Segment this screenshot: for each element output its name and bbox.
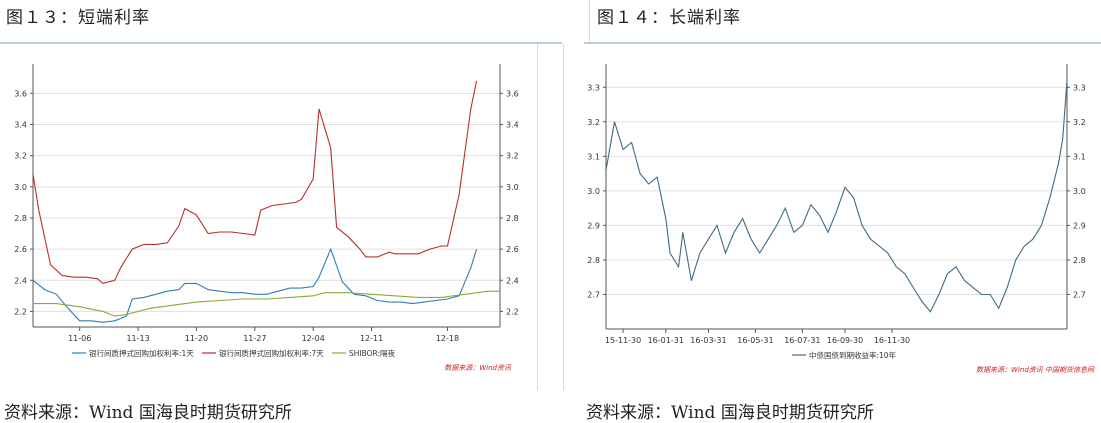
left-source-note: 资料来源：Wind 国海良时期货研究所 <box>4 403 292 423</box>
panel-divider-right <box>563 44 564 390</box>
y-tick-label: 3.1 <box>587 152 600 161</box>
legend-label-0: 中债国债到期收益率:10年 <box>809 350 897 360</box>
panel-divider-left <box>537 44 538 390</box>
y-tick-label: 2.4 <box>14 276 27 285</box>
left-title-rule <box>0 42 562 44</box>
y-tick-label-right: 3.1 <box>1073 152 1086 161</box>
y-tick-label-right: 3.4 <box>506 121 519 130</box>
legend-label-1: 银行间质押式回购加权利率:7天 <box>219 348 324 358</box>
x-tick-label: 16-01-31 <box>648 336 684 345</box>
y-tick-label-right: 2.9 <box>1073 221 1086 230</box>
right-source-note: 资料来源：Wind 国海良时期货研究所 <box>586 403 874 423</box>
series-line-0 <box>605 80 1068 313</box>
y-tick-label-right: 3.6 <box>506 89 519 98</box>
x-tick-label: 11-27 <box>243 334 266 343</box>
y-tick-label: 3.3 <box>587 83 600 92</box>
right-chart-title: 图１４：长端利率 <box>597 8 741 28</box>
y-tick-label: 3.6 <box>14 89 27 98</box>
y-tick-label-right: 3.0 <box>1073 187 1086 196</box>
y-tick-label-right: 2.8 <box>506 214 519 223</box>
x-tick-label: 12-11 <box>360 334 383 343</box>
y-tick-label-right: 3.2 <box>506 152 519 161</box>
series-line-1 <box>32 80 478 285</box>
data-credit: 数据来源：Wind资讯 中国期货信息网 <box>976 366 1095 374</box>
y-tick-label-right: 2.7 <box>1073 290 1086 299</box>
x-tick-label: 16-07-31 <box>784 336 820 345</box>
y-tick-label: 3.2 <box>587 118 600 127</box>
x-tick-label: 16-03-31 <box>690 336 726 345</box>
x-tick-label: 12-18 <box>436 334 459 343</box>
y-tick-label: 2.8 <box>587 256 600 265</box>
x-tick-label: 12-04 <box>302 334 325 343</box>
y-tick-label: 2.9 <box>587 221 600 230</box>
y-tick-label-right: 3.2 <box>1073 118 1086 127</box>
x-tick-label: 11-06 <box>68 334 91 343</box>
x-tick-label: 16-11-30 <box>874 336 910 345</box>
left-chart-area: 2.2 2.2 2.4 2.4 2.6 2.6 2.8 2.8 3.0 3.0 3.2 3.2 3.4 3… <box>0 48 540 388</box>
y-tick-label: 3.0 <box>587 187 600 196</box>
x-tick-label: 11-13 <box>126 334 149 343</box>
x-tick-label: 15-11-30 <box>605 336 641 345</box>
x-tick-label: 11-20 <box>185 334 208 343</box>
x-tick-label: 16-05-31 <box>737 336 773 345</box>
y-tick-label-right: 2.2 <box>506 307 519 316</box>
legend-label-0: 银行间质押式回购加权利率:1天 <box>89 348 194 358</box>
y-tick-label-right: 3.0 <box>506 183 519 192</box>
left-chart-title: 图１３：短端利率 <box>6 8 150 28</box>
y-tick-label: 3.0 <box>14 183 27 192</box>
y-tick-label-right: 2.8 <box>1073 256 1086 265</box>
title-divider <box>589 0 590 42</box>
short-rate-chart: 2.2 2.2 2.4 2.4 2.6 2.6 2.8 2.8 3.0 3.0 3.2 3.2 3.4 3… <box>14 64 519 372</box>
right-chart-area: 2.7 2.7 2.8 2.8 2.9 2.9 3.0 3.0 3.1 3.1 3.2 3.2 3.3 3… <box>566 48 1101 388</box>
series-line-2 <box>33 290 500 317</box>
series-line-0 <box>32 247 478 323</box>
legend-label-2: SHIBOR:隔夜 <box>349 348 396 358</box>
data-credit: 数据来源：Wind资讯 <box>444 364 512 372</box>
x-tick-label: 16-09-30 <box>827 336 863 345</box>
y-tick-label: 2.2 <box>14 307 27 316</box>
y-tick-label-right: 2.4 <box>506 276 519 285</box>
y-tick-label: 3.4 <box>14 121 27 130</box>
y-tick-label: 2.6 <box>14 245 27 254</box>
y-tick-label-right: 2.6 <box>506 245 519 254</box>
long-rate-chart: 2.7 2.7 2.8 2.8 2.9 2.9 3.0 3.0 3.1 3.1 3.2 3.2 3.3 3… <box>587 64 1095 374</box>
right-title-rule <box>584 42 1101 44</box>
y-tick-label: 3.2 <box>14 152 27 161</box>
y-tick-label: 2.8 <box>14 214 27 223</box>
y-tick-label-right: 3.3 <box>1073 83 1086 92</box>
y-tick-label: 2.7 <box>587 290 600 299</box>
